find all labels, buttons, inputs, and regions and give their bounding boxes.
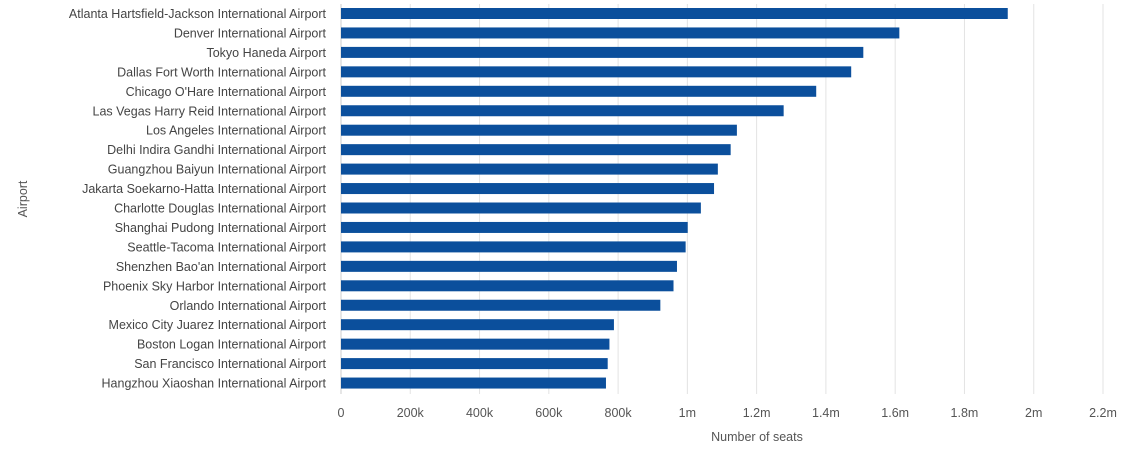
bar: [341, 280, 674, 292]
category-label: Boston Logan International Airport: [137, 338, 327, 352]
category-label: Phoenix Sky Harbor International Airport: [103, 279, 327, 293]
category-label: Denver International Airport: [174, 26, 327, 40]
category-label: Seattle-Tacoma International Airport: [127, 240, 326, 254]
category-labels: Atlanta Hartsfield-Jackson International…: [69, 7, 327, 391]
category-label: San Francisco International Airport: [134, 357, 326, 371]
bar: [341, 338, 610, 350]
x-axis-title: Number of seats: [711, 430, 803, 444]
bar: [341, 27, 900, 39]
bar: [341, 202, 701, 214]
bar: [341, 221, 688, 233]
bars: [341, 8, 1008, 389]
bar: [341, 241, 686, 253]
y-axis-title: Airport: [16, 180, 30, 217]
bar: [341, 66, 852, 78]
x-axis-ticks: 0 200k 400k 600k 800k 1m 1.2m 1.4m 1.6m 1.8m 2m 2.2…: [338, 406, 1117, 420]
category-label: Delhi Indira Gandhi International Airpor…: [107, 143, 326, 157]
bar: [341, 85, 817, 97]
bar: [341, 8, 1008, 19]
category-label: Mexico City Juarez International Airport: [109, 318, 327, 332]
x-tick-label: 1.8m: [951, 406, 979, 420]
category-label: Orlando International Airport: [170, 299, 327, 313]
x-tick-label: 1.4m: [812, 406, 840, 420]
category-label: Jakarta Soekarno-Hatta International Air…: [82, 182, 326, 196]
x-tick-label: 1m: [679, 406, 696, 420]
category-label: Charlotte Douglas International Airport: [114, 202, 326, 216]
bar: [341, 299, 661, 311]
bar: [341, 260, 677, 272]
bar: [341, 377, 606, 389]
x-tick-label: 2.2m: [1089, 406, 1117, 420]
category-label: Las Vegas Harry Reid International Airpo…: [93, 104, 327, 118]
bar: [341, 144, 731, 156]
bar: [341, 124, 737, 136]
bar: [341, 163, 718, 175]
bar: [341, 46, 864, 58]
x-tick-label: 400k: [466, 406, 494, 420]
category-label: Tokyo Haneda Airport: [206, 46, 326, 60]
x-tick-label: 0: [338, 406, 345, 420]
x-tick-label: 1.6m: [881, 406, 909, 420]
category-label: Guangzhou Baiyun International Airport: [108, 163, 327, 177]
x-tick-label: 600k: [535, 406, 563, 420]
category-label: Dallas Fort Worth International Airport: [117, 65, 326, 79]
bar: [341, 319, 614, 331]
x-tick-label: 800k: [605, 406, 633, 420]
category-label: Shanghai Pudong International Airport: [115, 221, 327, 235]
category-label: Shenzhen Bao'an International Airport: [116, 260, 327, 274]
category-label: Los Angeles International Airport: [146, 124, 327, 138]
category-label: Chicago O'Hare International Airport: [126, 85, 327, 99]
x-tick-label: 1.2m: [743, 406, 771, 420]
x-tick-label: 2m: [1025, 406, 1042, 420]
bar: [341, 358, 608, 370]
gridlines: [340, 4, 1104, 394]
bar: [341, 105, 784, 117]
category-label: Atlanta Hartsfield-Jackson International…: [69, 7, 327, 21]
category-label: Hangzhou Xiaoshan International Airport: [102, 377, 327, 391]
x-tick-label: 200k: [397, 406, 425, 420]
bar: [341, 183, 715, 195]
